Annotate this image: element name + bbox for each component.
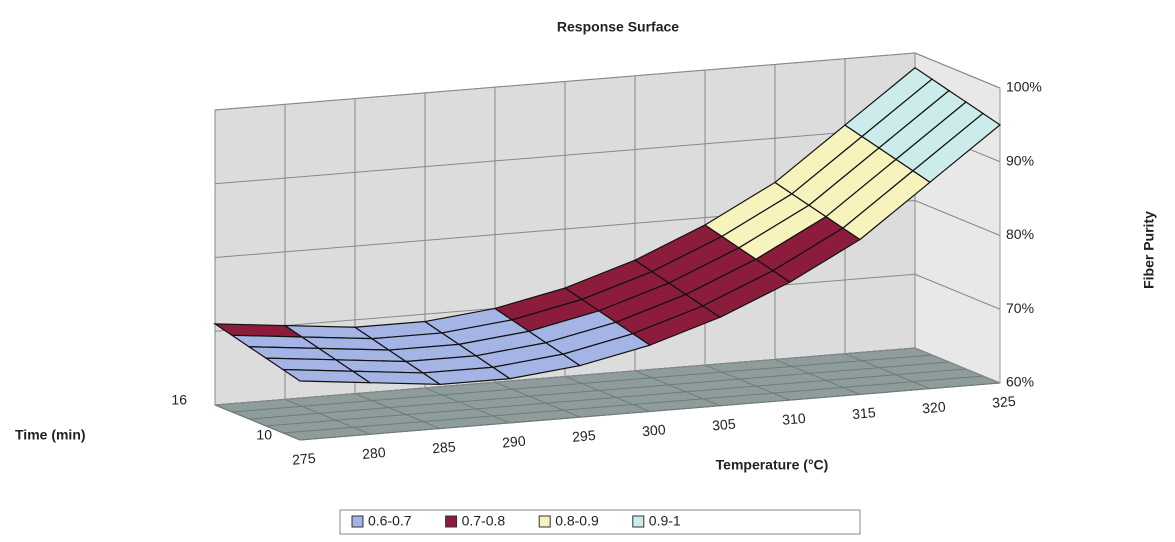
floor-grid-line [634,370,721,407]
z-tick-label: 100% [1006,79,1042,95]
floor-grid-line [231,354,933,413]
z-tick-label: 70% [1006,300,1034,316]
surface-cell [911,112,1002,183]
legend-label: 0.9-1 [649,513,681,529]
z-tick-label: 60% [1006,374,1034,390]
legend-swatch [632,515,645,528]
grid-line [214,126,916,185]
x-tick-label: 315 [852,404,877,422]
legend-box [339,509,861,535]
x-tick-label: 275 [292,450,317,468]
legend-label: 0.7-0.8 [462,513,506,529]
x-tick-label: 305 [712,416,737,434]
x-tick-label: 300 [642,421,667,439]
x-tick-label: 310 [782,410,807,428]
grid-line [914,200,1001,236]
z-axis-label: Fiber Purity [1141,211,1157,289]
legend-swatch [538,515,551,528]
grid-line [914,52,1001,89]
legend-label: 0.6-0.7 [368,513,412,529]
floor-grid-line [248,361,950,420]
grid-line [914,273,1001,310]
floor-grid-line [284,398,371,435]
floor-grid-line [265,368,967,427]
chart-title: Response Surface [557,19,679,35]
floor-grid-line [774,358,861,395]
y-axis-label: Time (min) [15,427,86,443]
y-tick-label: 16 [171,392,187,408]
floor-grid-line [564,376,651,412]
x-axis-label: Temperature (°C) [716,457,829,473]
x-tick-label: 290 [502,433,527,451]
floor-grid-line [214,404,301,441]
x-tick-label: 285 [432,438,457,456]
x-tick-label: 320 [922,398,947,416]
floor-grid-line [704,364,791,401]
grid-line [214,347,916,406]
floor-grid-line [282,375,984,434]
x-tick-label: 280 [362,444,387,462]
floor-grid-line [299,382,1001,441]
z-tick-label: 90% [1006,152,1034,168]
floor-grid-line [844,353,931,390]
grid-line [914,347,1001,384]
x-tick-label: 325 [992,393,1017,411]
grid-line [214,52,916,111]
floor-grid-line [424,387,511,424]
z-tick-label: 80% [1006,226,1034,242]
legend-swatch [351,515,364,528]
legend-swatch [445,515,458,528]
y-tick-label: 10 [256,427,272,443]
floor-grid-line [494,381,581,418]
floor-grid-line [354,393,441,430]
x-tick-label: 295 [572,427,597,445]
legend-label: 0.8-0.9 [555,513,599,529]
